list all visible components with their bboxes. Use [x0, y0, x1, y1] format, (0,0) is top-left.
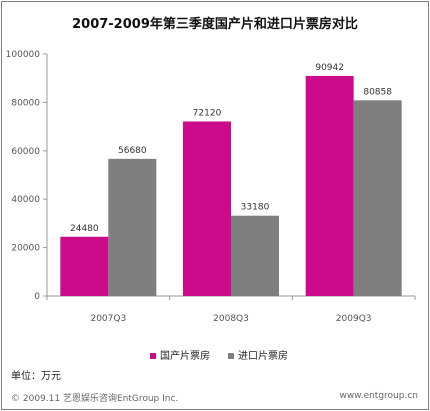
y-tick-label: 20000	[11, 244, 40, 254]
legend-label-domestic: 国产片票房	[160, 351, 210, 362]
bar-domestic	[60, 236, 109, 296]
y-tick-label: 40000	[11, 195, 40, 205]
bar-imported	[231, 215, 279, 296]
legend-swatch-domestic	[150, 353, 156, 359]
unit-label: 单位：万元	[11, 371, 61, 382]
y-tick-label: 100000	[6, 50, 41, 60]
legend-swatch-imported	[228, 353, 234, 359]
y-tick-label: 80000	[11, 98, 40, 108]
copyright-text: © 2009.11 艺恩娱乐咨询EntGroup Inc.	[11, 394, 179, 404]
legend-item-imported: 进口片票房	[228, 347, 288, 362]
data-label: 90942	[315, 63, 344, 73]
x-tick-label: 2009Q3	[336, 314, 372, 324]
bar-domestic	[305, 75, 354, 297]
bar-imported	[108, 158, 157, 296]
legend-item-domestic: 国产片票房	[150, 347, 210, 362]
website-url: www.entgroup.cn	[339, 391, 418, 401]
data-label: 24480	[70, 224, 99, 234]
bar-domestic	[183, 121, 231, 296]
data-label: 56680	[118, 146, 147, 156]
bar-imported	[353, 100, 402, 296]
legend-label-imported: 进口片票房	[238, 351, 288, 362]
data-label: 80858	[363, 87, 392, 97]
y-tick-label: 60000	[11, 147, 40, 157]
y-tick-label: 0	[34, 292, 40, 302]
chart-title: 2007-2009年第三季度国产片和进口片票房对比	[72, 17, 358, 32]
data-label: 33180	[241, 203, 270, 213]
data-label: 72120	[193, 108, 222, 118]
x-tick-label: 2008Q3	[213, 314, 249, 324]
x-tick-label: 2007Q3	[90, 314, 126, 324]
